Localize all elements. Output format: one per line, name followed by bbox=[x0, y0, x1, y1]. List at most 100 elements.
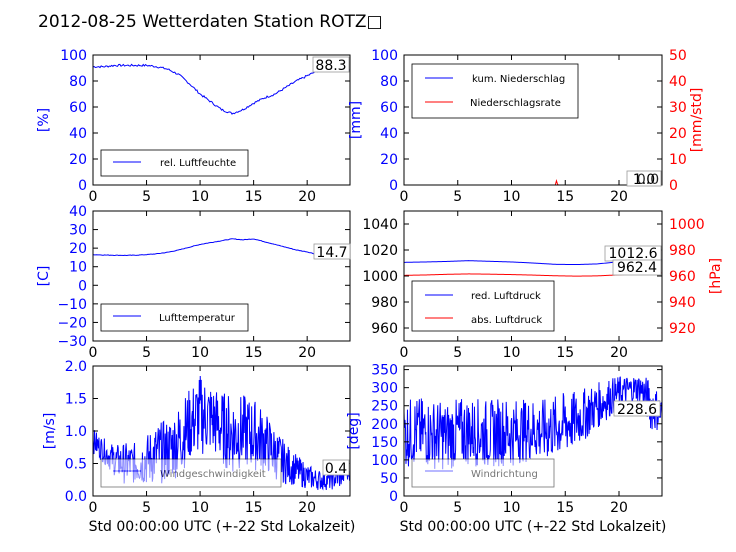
humidity-y-tick-label: 80 bbox=[69, 74, 87, 90]
precipitation-y-tick-label: 60 bbox=[380, 100, 398, 116]
temperature-y-tick-label: 40 bbox=[69, 204, 87, 220]
humidity-x-tick-label: 20 bbox=[298, 189, 316, 205]
precipitation-legend-label-cumulative: kum. Niederschlag bbox=[472, 74, 565, 85]
wind-direction-series-line-0 bbox=[403, 376, 663, 470]
precipitation-x-tick-label: 5 bbox=[453, 189, 462, 205]
wind-speed-y-axis-label: [m/s] bbox=[42, 413, 58, 450]
precipitation-y2-tick-label: 30 bbox=[669, 100, 687, 116]
temperature-y-tick-label: 10 bbox=[69, 260, 87, 276]
panel-pressure: 0 5 10 15 20 960 980 1000 1020 1040 920 940 960 980 10… bbox=[362, 210, 724, 361]
pressure-y2-tick-label: 960 bbox=[669, 269, 696, 285]
temperature-annotation-box bbox=[313, 243, 351, 260]
pressure-y-tick-label: 980 bbox=[371, 295, 398, 311]
humidity-series-group bbox=[92, 63, 351, 115]
wind-speed-y-tick-label: 0.0 bbox=[65, 489, 87, 505]
pressure-x-tick-label: 0 bbox=[400, 345, 409, 361]
precipitation-axes-frame bbox=[403, 54, 663, 186]
wind-speed-y-tick-label: 0.5 bbox=[65, 457, 87, 473]
wind-direction-series-group bbox=[403, 376, 663, 470]
precipitation-y2-tick-label: 20 bbox=[669, 126, 687, 142]
humidity-y-axis-label: [%] bbox=[36, 108, 52, 132]
precipitation-y2-tick-label: 10 bbox=[669, 152, 687, 168]
temperature-ticks: 0 5 10 15 20 −30 −20 −10 0 10 20 30 40 bbox=[57, 204, 350, 361]
precipitation-y-tick-label: 0 bbox=[389, 178, 398, 194]
wind-direction-legend-box bbox=[411, 458, 555, 488]
temperature-x-tick-label: 20 bbox=[298, 345, 316, 361]
wind-direction-x-tick-label: 15 bbox=[556, 500, 574, 516]
pressure-value-annotations: 1012.6 962.4 bbox=[604, 245, 662, 276]
humidity-value-annotation: 88.3 bbox=[312, 56, 350, 74]
wind-speed-ticks: 0 5 10 15 20 0.0 0.5 1.0 1.5 2.0 bbox=[65, 359, 350, 516]
temperature-y-tick-label: 30 bbox=[69, 223, 87, 239]
pressure-y-tick-label: 1000 bbox=[362, 269, 398, 285]
wind-speed-legend: Windgeschwindigkeit bbox=[100, 458, 282, 488]
wind-direction-x-axis-label: Std 00:00:00 UTC (+-22 Std Lokalzeit) bbox=[400, 519, 667, 535]
temperature-axes-frame bbox=[92, 210, 351, 342]
humidity-y-tick-label: 0 bbox=[78, 178, 87, 194]
precipitation-series-line-1 bbox=[404, 178, 662, 186]
wind-speed-x-axis-label: Std 00:00:00 UTC (+-22 Std Lokalzeit) bbox=[89, 519, 356, 535]
wind-direction-y-tick-label: 150 bbox=[371, 435, 398, 451]
wind-direction-x-tick-label: 5 bbox=[453, 500, 462, 516]
precipitation-y-axis-label: [mm] bbox=[348, 101, 364, 139]
humidity-x-tick-label: 10 bbox=[191, 189, 209, 205]
temperature-y-tick-label: −10 bbox=[57, 297, 87, 313]
humidity-legend: rel. Luftfeuchte bbox=[100, 149, 249, 177]
wind-direction-y-tick-label: 100 bbox=[371, 453, 398, 469]
humidity-y-tick-label: 40 bbox=[69, 126, 87, 142]
pressure-legend-label-reduced: red. Luftdruck bbox=[471, 291, 541, 302]
precipitation-x-tick-label: 15 bbox=[556, 189, 574, 205]
precipitation-legend-box bbox=[411, 63, 579, 119]
wind-direction-x-tick-label: 20 bbox=[610, 500, 628, 516]
temperature-series-group bbox=[92, 238, 351, 259]
humidity-y-tick-label: 100 bbox=[60, 48, 87, 64]
pressure-y2-axis-label: [hPa] bbox=[708, 258, 724, 294]
precipitation-x-tick-label: 20 bbox=[610, 189, 628, 205]
wind-direction-x-tick-label: 10 bbox=[503, 500, 521, 516]
pressure-annotation-absolute: 962.4 bbox=[617, 260, 657, 276]
wind-direction-value-annotation: 228.6 bbox=[613, 400, 661, 418]
temperature-legend-box bbox=[100, 303, 249, 332]
temperature-series-line-0 bbox=[92, 238, 351, 259]
temperature-annotation-text: 14.7 bbox=[316, 245, 347, 261]
wind-direction-y-tick-label: 200 bbox=[371, 417, 398, 433]
panel-temperature: 0 5 10 15 20 −30 −20 −10 0 10 20 30 40 [C] Lufttempe… bbox=[36, 204, 351, 361]
wind-direction-legend: Windrichtung bbox=[411, 458, 555, 488]
pressure-y-tick-label: 960 bbox=[371, 321, 398, 337]
temperature-legend: Lufttemperatur bbox=[100, 303, 249, 332]
precipitation-value-annotations: 1.0 0.0 bbox=[626, 170, 662, 188]
wind-direction-y-tick-label: 350 bbox=[371, 363, 398, 379]
wind-direction-annotation-box bbox=[613, 400, 661, 417]
panel-humidity: 0 5 10 15 20 0 20 40 60 80 100 [%] rel. Luftfeucht… bbox=[36, 48, 351, 205]
wind-direction-y-tick-label: 50 bbox=[380, 471, 398, 487]
pressure-annotation-box-absolute bbox=[612, 259, 662, 276]
pressure-y2-tick-label: 940 bbox=[669, 295, 696, 311]
wind-speed-annotation-text: 0.4 bbox=[325, 461, 347, 477]
temperature-y-axis-label: [C] bbox=[36, 266, 52, 287]
humidity-x-tick-label: 0 bbox=[89, 189, 98, 205]
wind-speed-x-tick-label: 0 bbox=[89, 500, 98, 516]
precipitation-x-tick-label: 10 bbox=[503, 189, 521, 205]
figure-title: 2012-08-25 Wetterdaten Station ROTZ□ bbox=[38, 12, 383, 32]
precipitation-annotation-cumulative: 1.0 bbox=[633, 172, 655, 188]
pressure-y2-tick-label: 920 bbox=[669, 321, 696, 337]
humidity-annotation-text: 88.3 bbox=[315, 58, 346, 74]
temperature-x-tick-label: 0 bbox=[89, 345, 98, 361]
pressure-x-tick-label: 5 bbox=[453, 345, 462, 361]
temperature-x-tick-label: 5 bbox=[142, 345, 151, 361]
pressure-legend: red. Luftdruck abs. Luftdruck bbox=[411, 280, 555, 332]
wind-speed-y-tick-label: 2.0 bbox=[65, 359, 87, 375]
humidity-series-line-0 bbox=[92, 63, 351, 115]
temperature-legend-label: Lufttemperatur bbox=[159, 313, 236, 324]
pressure-legend-box bbox=[411, 280, 555, 332]
precipitation-y-tick-label: 100 bbox=[371, 48, 398, 64]
precipitation-series-group bbox=[404, 178, 662, 186]
panel-precipitation: 0 5 10 15 20 0 20 40 60 80 100 0 10 20 30 40 50 [mm] [mm… bbox=[348, 48, 705, 205]
pressure-y-tick-label: 1020 bbox=[362, 243, 398, 259]
precipitation-y-tick-label: 80 bbox=[380, 74, 398, 90]
pressure-x-tick-label: 10 bbox=[503, 345, 521, 361]
pressure-legend-label-absolute: abs. Luftdruck bbox=[471, 315, 542, 326]
wind-direction-annotation-text: 228.6 bbox=[617, 402, 657, 418]
pressure-y2-tick-label: 1000 bbox=[669, 217, 705, 233]
